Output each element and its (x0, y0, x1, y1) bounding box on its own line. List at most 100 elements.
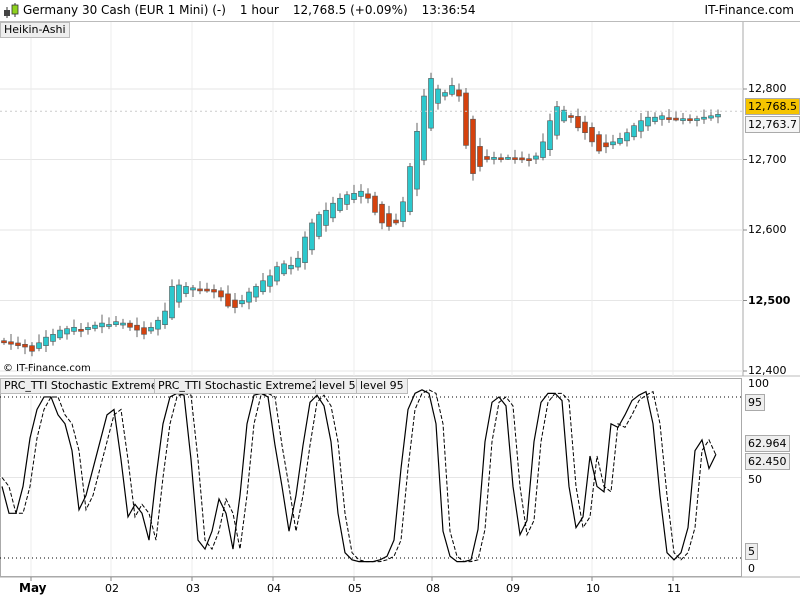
candle-body (652, 116, 658, 122)
candle-body (71, 326, 77, 332)
candle-body (610, 141, 616, 146)
candle-body (295, 257, 301, 268)
candle-body (330, 202, 336, 219)
candle-body (358, 190, 364, 197)
timeframe[interactable]: 1 hour (239, 3, 279, 17)
candle-body (8, 341, 14, 345)
candle-body (470, 118, 476, 174)
candle-body (232, 299, 238, 308)
candle-body (64, 328, 70, 335)
candle-body (337, 197, 343, 211)
stochastic-line-dashed (1, 389, 717, 563)
candle-body (141, 327, 147, 335)
date-tick-label: 05 (348, 582, 362, 595)
candle-body (491, 157, 497, 160)
candle-body (92, 324, 98, 329)
candle-body (372, 195, 378, 213)
candle-body (582, 121, 588, 134)
candle-body (15, 342, 21, 346)
date-tick-label: 02 (105, 582, 119, 595)
candle-body (589, 127, 595, 143)
candle-body (218, 290, 224, 298)
stoch-value-1: 62.964 (745, 435, 790, 452)
candle-body (400, 201, 406, 222)
candle-body (701, 116, 707, 120)
price-tick-label: 12,800 (748, 82, 787, 95)
last-price-marker: 12,768.5 (745, 98, 800, 115)
date-tick-label: 10 (586, 582, 600, 595)
candle-body (260, 280, 266, 293)
tab-level-95[interactable]: level 95 (356, 378, 408, 394)
stoch-tick-50: 50 (748, 473, 762, 486)
candle-body (204, 288, 210, 292)
stochastic-line-solid (1, 389, 717, 563)
candle-body (176, 284, 182, 303)
candle-body (505, 157, 511, 160)
candle-body (274, 266, 280, 282)
candle-body (414, 131, 420, 190)
stoch-value-2: 62.450 (745, 453, 790, 470)
candle-body (120, 322, 126, 326)
current-price: 12,768.5 (+0.09%) (292, 3, 408, 17)
candle-body (365, 193, 371, 199)
candle-body (57, 329, 63, 339)
candle-body (239, 300, 245, 305)
brand-link[interactable]: IT-Finance.com (704, 3, 794, 17)
candle-body (687, 118, 693, 121)
candle-body (169, 286, 175, 319)
candle-body (29, 345, 35, 352)
chart-style-label[interactable]: Heikin-Ashi (0, 22, 70, 38)
candle-body (302, 236, 308, 263)
candle-body (575, 116, 581, 129)
candle-body (1, 340, 7, 344)
candle-body (134, 324, 140, 331)
tab-stochastic-extreme2[interactable]: PRC_TTI Stochastic Extreme2 (154, 378, 323, 394)
date-tick-label: May (19, 581, 47, 595)
tab-level-5[interactable]: level 5 (315, 378, 360, 394)
candle-body (673, 117, 679, 121)
candle-body (148, 326, 154, 332)
candle-body (463, 92, 469, 146)
candle-body (407, 166, 413, 212)
candle-body (617, 138, 623, 144)
copyright: © IT-Finance.com (3, 363, 91, 374)
price-tick-label: 12,400 (748, 364, 787, 377)
candle-body (631, 125, 637, 138)
tab-stochastic-extreme[interactable]: PRC_TTI Stochastic Extreme (0, 378, 162, 394)
candle-body (50, 334, 56, 342)
candle-body (498, 157, 504, 160)
candle-body (127, 322, 133, 328)
candle-body (603, 142, 609, 148)
candle-body (533, 155, 539, 160)
candle-body (715, 114, 721, 118)
candle-body (85, 326, 91, 331)
candle-body (666, 117, 672, 120)
candle-body (477, 146, 483, 167)
instrument-info: Germany 30 Cash (EUR 1 Mini) (-) 1 hour 12… (23, 3, 490, 17)
candle-body (344, 194, 350, 205)
candle-body (351, 193, 357, 200)
candle-body (659, 115, 665, 120)
clock: 13:36:54 (421, 3, 476, 17)
stoch-tick-100: 100 (748, 377, 769, 390)
candle-body (568, 115, 574, 118)
candle-body (309, 222, 315, 251)
date-tick-label: 09 (506, 582, 520, 595)
candle-body (155, 319, 161, 330)
candle-body (99, 322, 105, 328)
candle-body (393, 219, 399, 224)
candle-body (386, 213, 392, 227)
candle-body (190, 287, 196, 291)
price-tick-label: 12,500 (748, 293, 791, 307)
candle-body (421, 95, 427, 161)
candle-body (554, 106, 560, 136)
candle-body (596, 134, 602, 152)
date-tick-label: 03 (186, 582, 200, 595)
secondary-price-marker: 12,763.7 (745, 116, 800, 133)
candle-body (442, 92, 448, 97)
candle-body (519, 157, 525, 161)
date-tick-label: 04 (267, 582, 281, 595)
candle-body (512, 157, 518, 160)
candle-body (484, 156, 490, 160)
